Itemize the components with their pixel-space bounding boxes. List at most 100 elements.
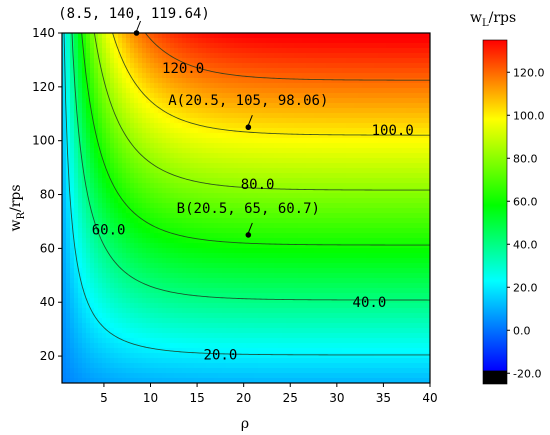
- heatmap-cell: [298, 178, 303, 184]
- heatmap-cell: [102, 58, 107, 64]
- heatmap-cell: [254, 233, 259, 239]
- heatmap-cell: [278, 353, 283, 359]
- heatmap-cell: [258, 348, 263, 354]
- heatmap-cell: [306, 158, 311, 164]
- heatmap-cell: [150, 323, 155, 329]
- heatmap-cell: [182, 213, 187, 219]
- heatmap-cell: [118, 243, 123, 249]
- heatmap-cell: [238, 313, 243, 319]
- heatmap-cell: [106, 188, 111, 194]
- heatmap-cell: [322, 208, 327, 214]
- heatmap-cell: [326, 133, 331, 139]
- heatmap-cell: [118, 233, 123, 239]
- heatmap-cell: [166, 318, 171, 324]
- heatmap-cell: [310, 158, 315, 164]
- heatmap-cell: [102, 313, 107, 319]
- heatmap-cell: [270, 118, 275, 124]
- heatmap-cell: [114, 138, 119, 144]
- heatmap-cell: [90, 158, 95, 164]
- heatmap-cell: [294, 153, 299, 159]
- heatmap-cell: [198, 223, 203, 229]
- heatmap-cell: [98, 263, 103, 269]
- heatmap-cell: [166, 113, 171, 119]
- heatmap-cell: [70, 368, 75, 374]
- heatmap-cell: [166, 143, 171, 149]
- heatmap-cell: [290, 53, 295, 59]
- heatmap-cell: [334, 358, 339, 364]
- heatmap-cell: [274, 283, 279, 289]
- heatmap-cell: [134, 323, 139, 329]
- heatmap-cell: [226, 218, 231, 224]
- heatmap-cell: [226, 63, 231, 69]
- heatmap-cell: [286, 203, 291, 209]
- heatmap-cell: [94, 138, 99, 144]
- heatmap-cell: [242, 173, 247, 179]
- heatmap-cell: [66, 333, 71, 339]
- heatmap-cell: [70, 333, 75, 339]
- heatmap-cell: [242, 83, 247, 89]
- heatmap-cell: [174, 68, 179, 74]
- heatmap-cell: [234, 58, 239, 64]
- heatmap-cell: [218, 263, 223, 269]
- heatmap-cell: [102, 133, 107, 139]
- heatmap-cell: [134, 188, 139, 194]
- heatmap-cell: [250, 108, 255, 114]
- heatmap-cell: [310, 88, 315, 94]
- heatmap-cell: [314, 303, 319, 309]
- heatmap-cell: [314, 233, 319, 239]
- heatmap-cell: [282, 33, 287, 39]
- heatmap-cell: [118, 338, 123, 344]
- heatmap-cell: [198, 193, 203, 199]
- heatmap-cell: [246, 163, 251, 169]
- heatmap-cell: [334, 188, 339, 194]
- heatmap-cell: [102, 188, 107, 194]
- heatmap-cell: [230, 323, 235, 329]
- heatmap-cell: [154, 33, 159, 39]
- heatmap-cell: [122, 53, 127, 59]
- heatmap-cell: [342, 98, 347, 104]
- heatmap-cell: [110, 208, 115, 214]
- heatmap-cell: [218, 33, 223, 39]
- heatmap-cell: [234, 328, 239, 334]
- heatmap-cell: [114, 348, 119, 354]
- heatmap-cell: [210, 108, 215, 114]
- heatmap-cell: [234, 173, 239, 179]
- heatmap-cell: [194, 213, 199, 219]
- heatmap-cell: [142, 138, 147, 144]
- heatmap-cell: [106, 218, 111, 224]
- heatmap-cell: [70, 278, 75, 284]
- heatmap-cell: [306, 83, 311, 89]
- heatmap-cell: [158, 243, 163, 249]
- heatmap-cell: [74, 148, 79, 154]
- heatmap-cell: [266, 238, 271, 244]
- heatmap-cell: [290, 103, 295, 109]
- heatmap-cell: [174, 128, 179, 134]
- heatmap-cell: [218, 228, 223, 234]
- heatmap-cell: [242, 273, 247, 279]
- heatmap-cell: [234, 53, 239, 59]
- heatmap-cell: [210, 323, 215, 329]
- heatmap-cell: [238, 168, 243, 174]
- heatmap-cell: [222, 218, 227, 224]
- heatmap-cell: [258, 283, 263, 289]
- heatmap-cell: [94, 213, 99, 219]
- heatmap-cell: [226, 48, 231, 54]
- heatmap-cell: [242, 363, 247, 369]
- heatmap-cell: [178, 208, 183, 214]
- heatmap-cell: [306, 298, 311, 304]
- heatmap-cell: [142, 268, 147, 274]
- heatmap-cell: [138, 358, 143, 364]
- heatmap-cell: [258, 368, 263, 374]
- heatmap-cell: [298, 213, 303, 219]
- heatmap-cell: [110, 53, 115, 59]
- heatmap-cell: [194, 333, 199, 339]
- heatmap-cell: [310, 58, 315, 64]
- heatmap-cell: [294, 283, 299, 289]
- heatmap-cell: [130, 63, 135, 69]
- heatmap-cell: [278, 68, 283, 74]
- heatmap-cell: [182, 163, 187, 169]
- heatmap-cell: [322, 283, 327, 289]
- heatmap-cell: [298, 293, 303, 299]
- heatmap-cell: [198, 93, 203, 99]
- heatmap-cell: [66, 128, 71, 134]
